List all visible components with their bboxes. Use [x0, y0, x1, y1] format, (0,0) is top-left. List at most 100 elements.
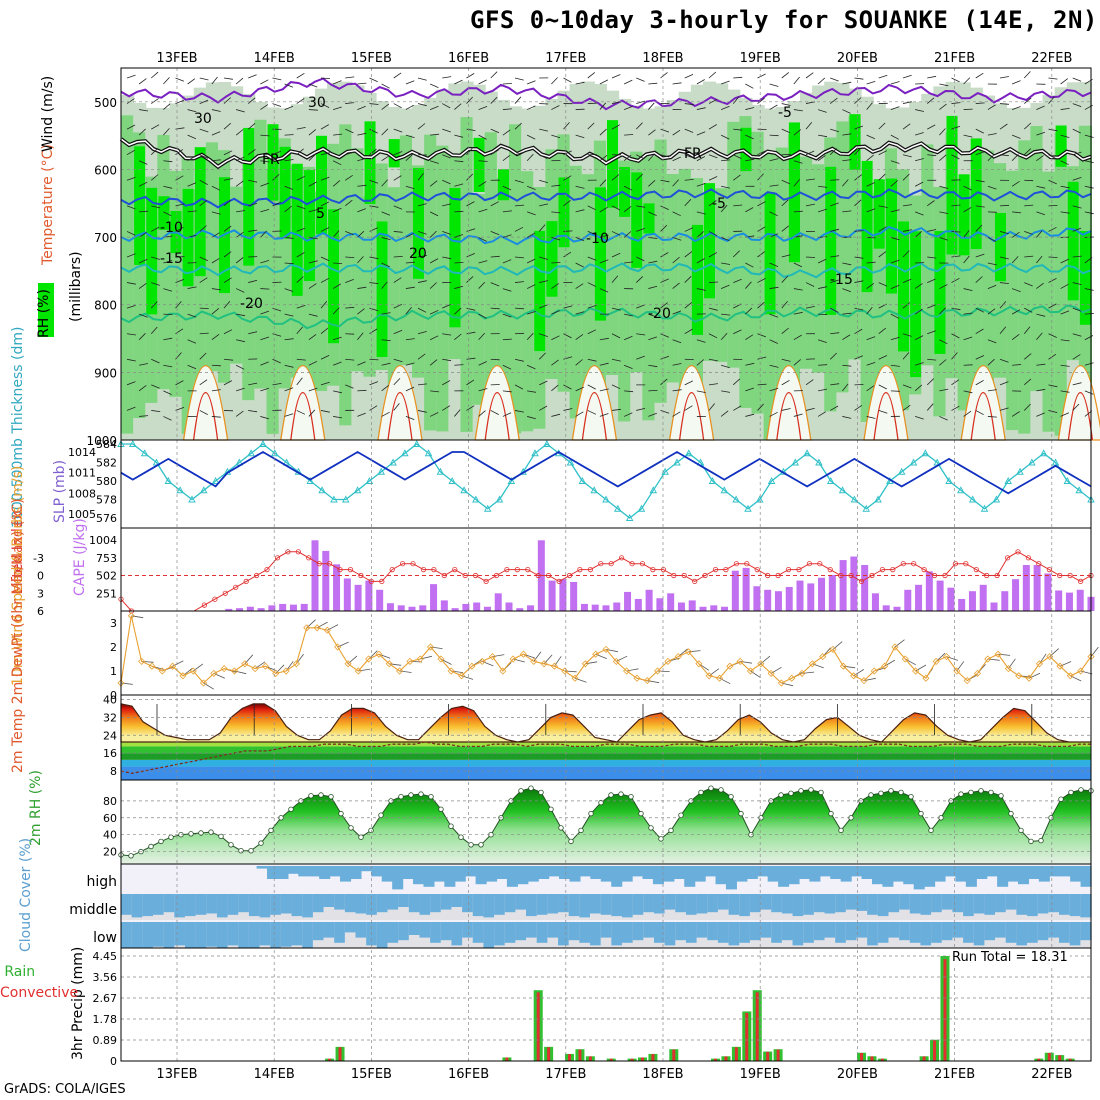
rh-point	[798, 788, 804, 794]
thickness-point	[708, 477, 717, 484]
rh-point	[358, 834, 364, 840]
rh-shade-mid	[557, 134, 571, 392]
wind-barb	[405, 362, 415, 366]
rh-point	[778, 792, 784, 798]
wind-barb	[211, 232, 220, 238]
wind-barb	[260, 160, 270, 163]
wind-barb	[526, 153, 534, 161]
cloud-cell	[642, 866, 654, 879]
dry-plume-core	[678, 392, 705, 441]
wind-barb	[902, 123, 911, 130]
precip-conv-bar	[933, 1040, 937, 1061]
cape-bar	[861, 565, 869, 611]
wind-barb	[150, 326, 158, 334]
cloud-cell	[559, 866, 571, 879]
rh-shade-mid	[266, 169, 280, 434]
wind-barb	[1072, 333, 1082, 337]
wind-barb	[308, 360, 318, 366]
cape-tick-label: 1004	[89, 534, 117, 547]
wind-barb	[914, 283, 923, 289]
wind-barb	[393, 72, 402, 79]
wind-barb	[1048, 128, 1058, 132]
cloud-cell	[496, 866, 508, 879]
wind-barb	[842, 416, 852, 419]
li-point	[608, 561, 614, 567]
cloud-cell	[472, 894, 485, 917]
cloud-cell	[717, 894, 730, 910]
wind-barb	[454, 307, 462, 315]
thickness-point	[330, 495, 338, 503]
thickness-point	[543, 440, 551, 447]
wind-barb	[648, 260, 658, 264]
cloud-cell	[675, 922, 687, 941]
wind-barb	[1084, 211, 1094, 215]
wind-barb	[296, 98, 305, 104]
rh-point	[638, 810, 644, 817]
cloud-cell	[475, 866, 487, 885]
wind-barb	[575, 185, 585, 189]
li-point	[712, 566, 719, 573]
wind-barb	[417, 103, 427, 107]
rh-point	[818, 789, 824, 796]
wind-barb	[187, 155, 196, 162]
wind-barb	[745, 387, 755, 392]
temp-tick-label: 40	[103, 693, 117, 706]
rh-point	[668, 827, 674, 834]
wind-barb-10m	[688, 650, 701, 653]
wind-barb	[817, 411, 827, 417]
wind-speed-point	[261, 662, 270, 670]
wind-barb	[660, 252, 669, 258]
wind-barb	[138, 78, 147, 85]
cape-tick-label: 753	[96, 552, 117, 565]
cloud-cell	[494, 922, 506, 946]
wind-barb	[660, 128, 670, 133]
wind-barb-10m	[131, 615, 144, 619]
wind-barb	[126, 74, 136, 79]
cloud-cell	[621, 894, 634, 918]
wind-barb	[526, 258, 536, 264]
rh-point	[478, 842, 484, 848]
wind-speed-point	[334, 643, 342, 651]
wind-barb	[696, 131, 706, 136]
thickness-point	[129, 440, 137, 447]
rh-shade-mid	[363, 196, 377, 377]
wind-barb	[466, 379, 475, 386]
cloud-cell	[590, 894, 602, 914]
wind-speed-point	[416, 655, 424, 663]
wind-barb	[551, 262, 561, 264]
li-point	[493, 572, 500, 579]
rh-point	[528, 785, 534, 791]
wind-barb	[830, 405, 839, 411]
wind-barb	[1048, 278, 1057, 283]
cloud-cell	[121, 922, 133, 948]
li-point	[785, 566, 792, 573]
wind-barb	[575, 81, 585, 85]
wind-barb	[927, 330, 936, 335]
wind-barb	[1084, 335, 1094, 341]
cloud-cell	[579, 866, 591, 877]
cloud-cell	[973, 922, 986, 946]
cloud-cell	[579, 922, 591, 943]
wind-barb	[660, 224, 668, 232]
wind-barb	[890, 364, 900, 367]
rh-tick-label: 20	[103, 846, 117, 859]
wind-barb	[611, 231, 621, 236]
wind-speed-point	[385, 660, 393, 668]
wind-barb	[999, 76, 1009, 79]
rh-point	[568, 838, 574, 845]
cape-bar	[257, 608, 265, 611]
rh-point	[718, 787, 724, 793]
wind-barb	[405, 416, 415, 420]
wind-barb	[466, 173, 474, 181]
wind-barb	[648, 364, 658, 368]
wind-barb	[381, 211, 391, 216]
wind-barb	[442, 256, 452, 260]
li-point	[796, 566, 802, 573]
wind-barb	[296, 252, 305, 258]
cloud-cell	[913, 866, 925, 890]
cloud-cell	[746, 866, 758, 879]
wind-barb	[478, 361, 487, 366]
wind-speed-point	[189, 667, 197, 675]
wind-barb	[624, 134, 634, 136]
wind-barb	[563, 150, 572, 156]
